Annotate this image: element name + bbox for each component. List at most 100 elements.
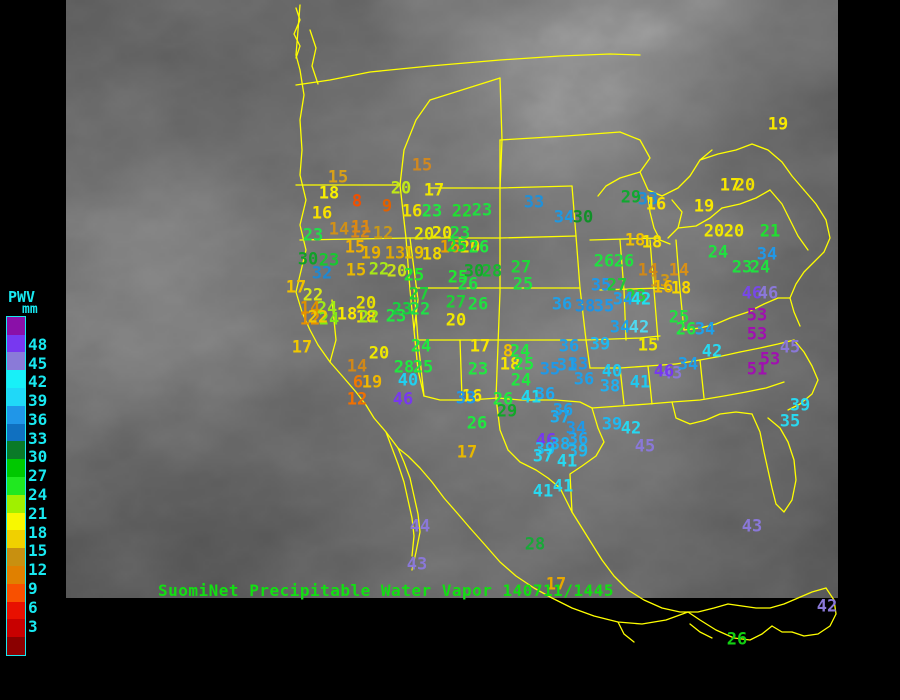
pwv-value: 43 [741, 516, 763, 537]
pwv-value: 20 [723, 221, 745, 242]
colorbar-band-7 [7, 512, 25, 531]
pwv-value: 39 [601, 414, 623, 435]
pwv-value: 18 [318, 183, 340, 204]
pwv-value: 39 [534, 439, 556, 460]
pwv-value: 23 [467, 359, 489, 380]
pwv-value: 20 [445, 310, 467, 331]
pwv-value: 28 [481, 261, 503, 282]
colorbar-tick-12: 12 [28, 560, 48, 580]
pwv-value: 25 [447, 267, 469, 288]
pwv-value: 34 [609, 317, 631, 338]
pwv-value: 26 [468, 237, 490, 258]
pwv-value: 38 [599, 376, 621, 397]
pwv-value: 36 [551, 294, 573, 315]
pwv-value: 20 [431, 223, 453, 244]
pwv-value: 17 [291, 337, 313, 358]
pwv-value: 13 [649, 271, 671, 292]
pwv-value: 24 [749, 257, 771, 278]
pwv-value: 17 [456, 442, 478, 463]
pwv-value: 53 [746, 305, 768, 326]
pwv-value: 38 [574, 296, 596, 317]
pwv-value: 9 [381, 196, 393, 217]
pwv-value: 24 [316, 298, 338, 319]
colorbar-tick-15: 15 [28, 541, 48, 561]
pwv-value: 22 [302, 285, 324, 306]
pwv-value: 18 [355, 307, 377, 328]
pwv-value: 18 [421, 244, 443, 265]
pwv-value: 35 [590, 275, 612, 296]
colorbar-tick-36: 36 [28, 409, 48, 429]
inland-mex-s [689, 623, 713, 639]
pwv-value: 45 [779, 337, 801, 358]
colorbar-tick-labels: 48 45 42 39 36 33 30 27 24 21 18 15 12 9 6 3 [28, 316, 66, 656]
pwv-value: 25 [513, 354, 535, 375]
pwv-value: 26 [492, 389, 514, 410]
colorbar-band-16 [7, 352, 25, 371]
pwv-value: 14 [346, 356, 368, 377]
pwv-value: 24 [318, 309, 340, 330]
pwv-value: 25 [446, 236, 468, 257]
colorbar-tick-21: 21 [28, 503, 48, 523]
pwv-value: 19 [693, 196, 715, 217]
pwv-value: 25 [512, 274, 534, 295]
pwv-value: 44 [409, 516, 431, 537]
pwv-value: 20 [459, 237, 481, 258]
pwv-value: 23 [421, 201, 443, 222]
pwv-value: 30 [463, 261, 485, 282]
pwv-value: 41 [556, 451, 578, 472]
pwv-value: 46 [392, 389, 414, 410]
pwv-value: 17 [545, 574, 567, 595]
pwv-value: 45 [634, 436, 656, 457]
pwv-value: 12 [349, 222, 371, 243]
colorbar-band-8 [7, 494, 25, 513]
pwv-value: 41 [520, 387, 542, 408]
pwv-value: 33 [637, 189, 659, 210]
pwv-value: 20 [734, 175, 756, 196]
pwv-value: 20 [355, 293, 377, 314]
colorbar-band-0 [7, 637, 25, 655]
pwv-value: 15 [345, 260, 367, 281]
colorbar-tick-39: 39 [28, 391, 48, 411]
pwv-value: 53 [759, 349, 781, 370]
pwv-value: 8 [351, 191, 363, 212]
pwv-value: 14 [668, 260, 690, 281]
pwv-value: 14 [299, 298, 321, 319]
pwv-value: 35 [779, 411, 801, 432]
coast-central-america-s [771, 625, 793, 633]
colorbar-band-6 [7, 530, 25, 549]
pwv-value: 26 [726, 629, 748, 650]
pwv-value: 34 [553, 207, 575, 228]
pwv-value: 16 [461, 386, 483, 407]
pwv-value: 41 [629, 372, 651, 393]
pwv-value: 35 [539, 359, 561, 380]
pwv-value: 41 [552, 476, 574, 497]
colorbar-band-1 [7, 619, 25, 638]
pwv-value: 17 [719, 175, 741, 196]
pwv-value: 26 [457, 274, 479, 295]
pwv-value: 16 [401, 201, 423, 222]
colorbar-band-12 [7, 423, 25, 442]
colorbar-band-13 [7, 405, 25, 424]
colorbar-tick-18: 18 [28, 522, 48, 542]
colorbar-tick-6: 6 [28, 597, 38, 617]
pwv-value: 17 [469, 336, 491, 357]
colorbar-tick-30: 30 [28, 447, 48, 467]
pwv-value: 23 [318, 250, 340, 271]
pwv-value: 46 [653, 361, 675, 382]
pwv-value: 13 [384, 243, 406, 264]
pwv-value: 23 [731, 257, 753, 278]
pwv-value: 42 [816, 596, 838, 617]
pwv-value: 39 [589, 334, 611, 355]
pwv-value: 23 [449, 223, 471, 244]
pwv-value: 17 [423, 180, 445, 201]
pwv-value: 24 [510, 370, 532, 391]
pwv-value: 19 [767, 114, 789, 135]
colorbar-band-3 [7, 583, 25, 602]
colorbar-tick-24: 24 [28, 485, 48, 505]
pwv-value: 27 [510, 257, 532, 278]
pwv-value: 24 [707, 242, 729, 263]
pwv-value: 26 [613, 251, 635, 272]
pwv-value: 26 [675, 319, 697, 340]
pwv-value: 20 [390, 178, 412, 199]
pwv-value: 14 [637, 260, 659, 281]
